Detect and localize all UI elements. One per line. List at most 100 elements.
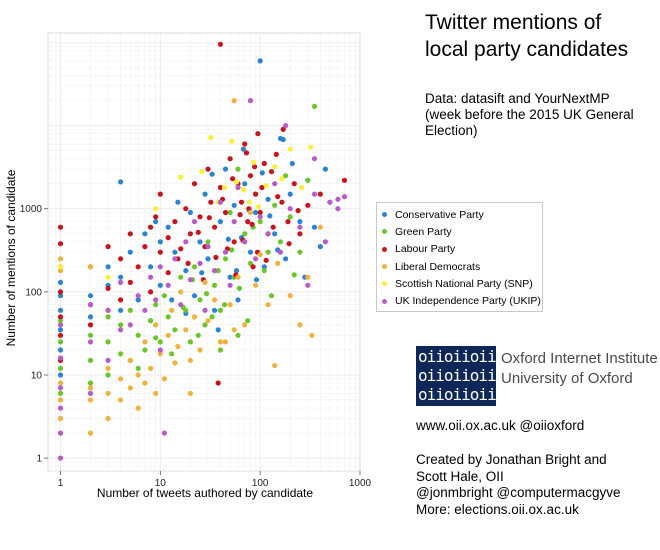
point-libdem: [118, 376, 124, 382]
point-snp: [251, 159, 257, 166]
point-libdem: [231, 327, 237, 333]
credits-line-4: More: elections.oii.ox.ac.uk: [416, 501, 579, 517]
legend-item-ukip: UK Independence Party (UKIP): [377, 292, 542, 309]
point-conservative: [242, 181, 248, 187]
point-green: [215, 268, 221, 274]
point-labour: [87, 322, 94, 328]
point-libdem: [212, 297, 218, 303]
point-libdem: [87, 385, 94, 391]
point-labour: [127, 279, 133, 285]
point-ukip: [217, 199, 223, 205]
point-ukip: [183, 239, 189, 245]
point-conservative: [165, 224, 171, 230]
point-ukip: [227, 282, 233, 288]
point-conservative: [212, 307, 218, 313]
point-ukip: [335, 206, 341, 212]
point-labour: [105, 285, 111, 291]
point-conservative: [153, 219, 159, 225]
point-ukip: [322, 239, 328, 245]
point-conservative: [297, 219, 303, 225]
point-ukip: [57, 455, 64, 461]
point-labour: [135, 264, 141, 270]
point-labour: [183, 206, 189, 212]
point-libdem: [148, 365, 154, 371]
point-green: [297, 249, 303, 255]
point-ukip: [135, 293, 141, 299]
logo-row-2: oiioiioii: [418, 366, 497, 385]
point-snp: [105, 274, 111, 280]
logo-row-1: oiioiioii: [418, 347, 497, 366]
point-conservative: [175, 199, 181, 205]
point-ukip: [222, 249, 229, 255]
point-green: [205, 239, 211, 245]
point-ukip: [287, 206, 293, 212]
point-snp: [287, 146, 293, 152]
point-ukip: [157, 264, 163, 270]
point-conservative: [87, 293, 94, 299]
y-tick-label: 10: [31, 370, 43, 381]
point-conservative: [142, 231, 148, 237]
series-ukip: [57, 98, 348, 461]
point-green: [118, 351, 124, 357]
data-points: [57, 41, 348, 461]
point-snp: [153, 206, 159, 212]
point-labour: [185, 260, 191, 266]
point-labour: [317, 191, 323, 197]
point-conservative: [265, 196, 271, 202]
point-conservative: [118, 274, 124, 280]
point-ukip: [157, 347, 163, 353]
point-labour: [268, 169, 275, 175]
point-conservative: [217, 219, 223, 225]
point-snp: [246, 199, 252, 205]
point-conservative: [202, 191, 208, 197]
point-green: [118, 322, 124, 328]
point-green: [236, 285, 242, 291]
point-labour: [57, 332, 64, 338]
point-snp: [263, 183, 269, 189]
point-libdem: [105, 390, 111, 396]
point-green: [153, 335, 159, 341]
point-libdem: [142, 339, 148, 345]
data-source-line-2: (week before the 2015 UK General: [425, 107, 634, 122]
point-green: [268, 293, 275, 299]
point-labour: [242, 141, 248, 147]
point-conservative: [267, 213, 273, 219]
contact-line: www.oii.ox.ac.uk @oiioxford: [416, 418, 585, 433]
point-snp: [178, 174, 184, 180]
point-ukip: [153, 297, 159, 303]
point-green: [169, 351, 175, 357]
point-libdem: [191, 314, 198, 320]
point-labour: [341, 177, 348, 183]
point-snp: [255, 204, 261, 210]
point-conservative: [87, 314, 94, 320]
legend-item-labour: Labour Party: [377, 241, 542, 258]
point-conservative: [57, 372, 64, 378]
legend-label-ukip: UK Independence Party (UKIP): [395, 295, 541, 308]
point-labour: [252, 164, 258, 170]
point-ukip: [272, 181, 278, 187]
point-conservative: [157, 239, 163, 245]
y-tick-label: 1000: [20, 204, 43, 215]
point-ukip: [253, 256, 259, 262]
point-conservative: [287, 191, 293, 197]
point-conservative: [225, 236, 231, 242]
point-libdem: [118, 397, 124, 403]
point-snp: [208, 134, 214, 141]
point-conservative: [169, 297, 175, 303]
point-conservative: [227, 274, 233, 280]
point-labour: [255, 131, 261, 137]
point-green: [311, 103, 318, 109]
point-green: [87, 357, 94, 363]
point-libdem: [197, 347, 203, 353]
point-conservative: [253, 209, 259, 216]
logo-row-3: oiioiioii: [418, 385, 497, 404]
point-libdem: [275, 260, 281, 266]
point-conservative: [57, 293, 64, 299]
point-conservative: [222, 166, 229, 172]
series-conservative: [57, 58, 333, 378]
point-ukip: [87, 339, 94, 345]
point-labour: [105, 244, 111, 250]
data-source-line-3: Election): [425, 123, 478, 138]
point-libdem: [127, 357, 133, 363]
